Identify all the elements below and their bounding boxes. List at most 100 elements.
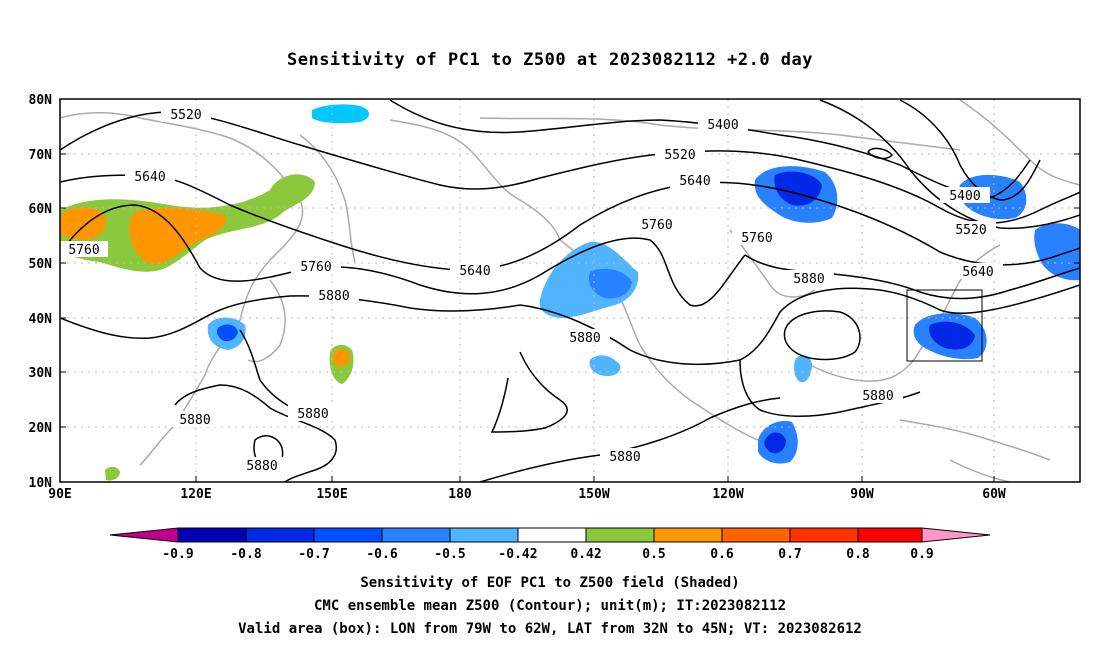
caption-line-2: CMC ensemble mean Z500 (Contour); unit(m…	[313, 598, 786, 614]
colorbar-right-arrow	[921, 527, 991, 543]
colorbar: -0.9 -0.8 -0.7 -0.6 -0.5 -0.42 0.42 0.5 …	[109, 527, 991, 562]
contour-label: 5640	[962, 265, 993, 280]
colorbar-segment	[789, 527, 859, 543]
contour-label: 5400	[949, 189, 980, 204]
colorbar-segment	[177, 527, 247, 543]
colorbar-segment	[585, 527, 655, 543]
contour-5880-south	[490, 351, 568, 433]
contour-5520-west	[60, 111, 1080, 224]
lon-label: 150W	[578, 487, 609, 502]
map-title: Sensitivity of PC1 to Z500 at 2023082112…	[286, 50, 813, 70]
colorbar-label: 0.42	[570, 547, 601, 562]
coast-caribbean	[899, 419, 1051, 461]
contour-5880-philippines	[239, 329, 301, 413]
colorbar-label: 0.5	[642, 547, 665, 562]
colorbar-left-arrow	[109, 527, 179, 543]
lat-label: 40N	[29, 312, 53, 327]
shade-orange-pacific	[332, 348, 350, 367]
shade-orange-eurasia-2	[129, 208, 226, 265]
lat-label: 30N	[29, 366, 53, 381]
contour-5880-asia	[174, 384, 337, 482]
coast-kamchatka	[299, 134, 356, 263]
shade-blue-atlantic	[1034, 223, 1080, 281]
lat-label: 80N	[29, 93, 53, 108]
lon-label: 180	[448, 487, 472, 502]
coast-gulf	[809, 349, 921, 382]
contour-label: 5520	[170, 108, 201, 123]
lat-label: 20N	[29, 421, 53, 436]
colorbar-segment	[245, 527, 315, 543]
shade-orange-eurasia-1	[60, 207, 107, 240]
axis-ticks	[60, 98, 1080, 482]
valid-area-box	[906, 289, 983, 362]
longitude-labels: 90E 120E 150E 180 150W 120W 90W 60W	[48, 487, 1006, 502]
caption-line-3: Valid area (box): LON from 79W to 62W, L…	[238, 621, 862, 637]
lat-label: 60N	[29, 202, 53, 217]
shade-darkblue-npacific	[588, 268, 632, 299]
lon-label: 60W	[982, 487, 1006, 502]
lon-label: 90W	[850, 487, 874, 502]
contour-label: 5520	[664, 148, 695, 163]
contour-label: 5400	[707, 118, 738, 133]
contour-label: 5520	[955, 223, 986, 238]
coast-south-america	[949, 459, 1011, 482]
colorbar-label: 0.6	[710, 547, 734, 562]
contour-5760-west	[60, 204, 746, 307]
coast-alaska	[389, 119, 561, 241]
coast-hudson	[729, 229, 816, 298]
contour-label: 5760	[300, 260, 331, 275]
lat-label: 50N	[29, 257, 53, 272]
contour-5640-west	[60, 174, 1080, 271]
colorbar-label: 0.7	[778, 547, 801, 562]
colorbar-label: 0.9	[910, 547, 933, 562]
contour-label: 5880	[862, 389, 893, 404]
colorbar-segment	[313, 527, 383, 543]
contour-label: 5880	[318, 289, 349, 304]
map-grid	[60, 99, 1080, 482]
shade-cyan-arctic	[312, 104, 369, 124]
colorbar-label: -0.6	[366, 547, 397, 562]
colorbar-label: -0.42	[498, 547, 537, 562]
shade-blue-small	[589, 355, 621, 376]
colorbar-segment	[721, 527, 791, 543]
colorbar-segment	[381, 527, 451, 543]
lon-label: 90E	[48, 487, 71, 502]
colorbar-label: -0.8	[230, 547, 261, 562]
contour-label: 5880	[297, 407, 328, 422]
shade-green-small	[105, 466, 120, 481]
shade-darkblue-mexico	[764, 432, 786, 454]
colorbar-label: -0.7	[298, 547, 329, 562]
contour-label: 5880	[609, 450, 640, 465]
colorbar-label: -0.9	[162, 547, 193, 562]
contour-label: 5880	[793, 272, 824, 287]
contour-label: 5880	[246, 459, 277, 474]
contour-label: 5640	[679, 174, 710, 189]
colorbar-label: -0.5	[434, 547, 465, 562]
contour-label: 5640	[134, 170, 165, 185]
latitude-labels: 80N 70N 60N 50N 40N 30N 20N 10N	[29, 93, 53, 491]
colorbar-label: 0.8	[846, 547, 870, 562]
contour-label: 5640	[459, 264, 490, 279]
contour-label: 5880	[179, 413, 210, 428]
colorbar-segment	[857, 527, 923, 543]
contour-label: 5880	[569, 331, 600, 346]
lon-label: 150E	[316, 487, 347, 502]
caption-line-1: Sensitivity of EOF PC1 to Z500 field (Sh…	[360, 575, 740, 591]
coast-asia	[60, 112, 304, 466]
contour-5880-west	[60, 295, 521, 339]
shade-darkblue-japan	[217, 324, 238, 342]
lon-label: 120E	[180, 487, 211, 502]
contour-5880-closed	[783, 310, 861, 361]
contour-5640-east	[744, 254, 1080, 300]
coast-greenland	[959, 99, 1080, 186]
shade-darkblue-eastcoast	[929, 321, 975, 350]
contour-5880-east	[519, 284, 1080, 366]
contour-label: 5760	[68, 243, 99, 258]
contour-labels: 5520 5640 5760 5760 5880 5640 5400 5520 …	[60, 106, 1003, 474]
colorbar-segment	[449, 527, 519, 543]
contour-5880-tropical	[479, 397, 781, 482]
shade-blue-gulf	[794, 355, 812, 383]
contour-5400-b	[899, 99, 1041, 201]
lat-label: 70N	[29, 148, 53, 163]
lat-label: 10N	[29, 476, 53, 491]
